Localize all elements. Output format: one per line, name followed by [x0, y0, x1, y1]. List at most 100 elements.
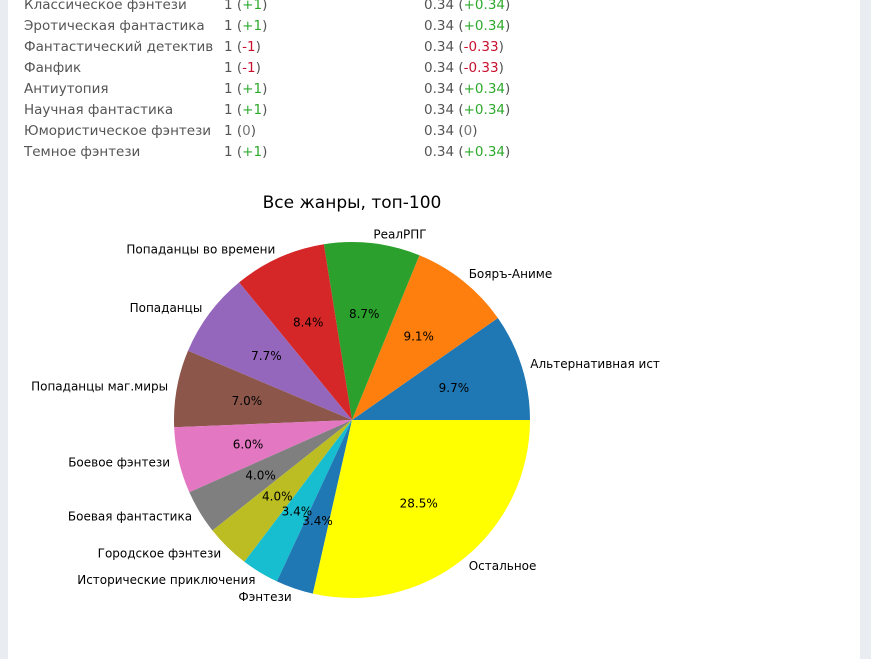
genre-count: 1 (+1) [224, 81, 268, 97]
slice-category-label: Альтернативная ист [530, 357, 660, 371]
slice-category-label: Остальное [469, 559, 537, 573]
pie-slice [352, 318, 530, 420]
count-value: 1 [224, 0, 233, 13]
genre-count: 1 (+1) [224, 102, 268, 118]
share-delta: +0.34 [463, 144, 505, 160]
pie-slice [174, 420, 352, 493]
genre-share: 0.34 (+0.34) [424, 81, 511, 97]
table-row: Научная фантастика 1 (+1) 0.34 (+0.34) [24, 100, 544, 121]
share-value: 0.34 [424, 18, 455, 34]
genre-count: 1 (-1) [224, 39, 261, 55]
slice-percent-label: 4.0% [245, 468, 276, 482]
pie-slice [189, 420, 352, 531]
pie-labels: 9.7% Альтернативная ист 9.1% Бояръ-Аниме 8.7… [31, 227, 660, 604]
table-row: Юмористическое фэнтези 1 (0) 0.34 (0) [24, 121, 544, 142]
share-value: 0.34 [424, 0, 455, 13]
count-delta: +1 [242, 144, 263, 160]
genre-name: Классическое фэнтези [24, 0, 187, 13]
slice-percent-label: 4.0% [262, 489, 293, 503]
genre-name: Научная фантастика [24, 102, 174, 118]
share-value: 0.34 [424, 81, 455, 97]
share-value: 0.34 [424, 60, 455, 76]
count-value: 1 [224, 60, 233, 76]
pie-slice [239, 244, 352, 420]
genre-share: 0.34 (+0.34) [424, 0, 510, 16]
count-delta: +1 [242, 0, 263, 13]
genre-share: 0.34 (+0.34) [424, 102, 511, 118]
genre-share: 0.34 (+0.34) [424, 144, 511, 160]
share-value: 0.34 [424, 144, 455, 160]
count-value: 1 [224, 39, 233, 55]
count-delta: -1 [242, 39, 256, 55]
table-row: Эротическая фантастика 1 (+1) 0.34 (+0.34) [24, 16, 544, 37]
slice-percent-label: 9.7% [439, 381, 470, 395]
genre-name: Фантастический детектив [24, 39, 214, 55]
genre-name: Антиутопия [24, 81, 109, 97]
share-delta: +0.34 [463, 0, 505, 13]
slice-category-label: Боевая фантастика [68, 510, 192, 524]
count-delta: -1 [242, 60, 256, 76]
genre-count: 1 (+1) [224, 144, 268, 160]
slice-percent-label: 7.0% [232, 394, 263, 408]
chart-title: Все жанры, топ-100 [263, 193, 442, 213]
slice-category-label: Исторические приключения [77, 573, 255, 587]
slice-percent-label: 9.1% [403, 330, 434, 344]
genre-name: Юмористическое фэнтези [24, 123, 212, 139]
slice-percent-label: 8.7% [349, 307, 380, 321]
table-row: Классическое фэнтези 1 (+1) 0.34 (+0.34) [24, 0, 544, 16]
pie-slice [174, 350, 352, 428]
genre-count: 1 (+1) [224, 0, 267, 16]
slice-category-label: РеалРПГ [373, 227, 426, 241]
genre-pie-chart: Все жанры, топ-100 9.7% Альтернативная ис… [0, 180, 871, 659]
count-value: 1 [224, 123, 233, 139]
genre-share: 0.34 (-0.33) [424, 39, 504, 55]
share-value: 0.34 [424, 102, 455, 118]
genre-name: Фанфик [24, 60, 82, 76]
count-value: 1 [224, 81, 233, 97]
pie-slice [312, 420, 530, 598]
slice-category-label: Попаданцы во времени [126, 243, 275, 257]
genre-stats-table: Классическое фэнтези 1 (+1) 0.34 (+0.34) Эр… [24, 0, 544, 163]
genre-name: Эротическая фантастика [24, 18, 205, 34]
pie-slice [244, 420, 352, 582]
share-delta: +0.34 [463, 18, 505, 34]
pie-slice [352, 255, 498, 420]
slice-percent-label: 7.7% [251, 349, 282, 363]
genre-count: 1 (0) [224, 123, 257, 139]
count-value: 1 [224, 18, 233, 34]
genre-name: Темное фэнтези [24, 144, 141, 160]
count-value: 1 [224, 144, 233, 160]
slice-percent-label: 28.5% [400, 496, 438, 510]
count-delta: 0 [242, 123, 251, 139]
genre-share: 0.34 (-0.33) [424, 60, 504, 76]
count-delta: +1 [242, 102, 263, 118]
count-delta: +1 [242, 81, 263, 97]
table-row: Антиутопия 1 (+1) 0.34 (+0.34) [24, 79, 544, 100]
slice-category-label: Попаданцы [130, 301, 203, 315]
genre-count: 1 (-1) [224, 60, 261, 76]
slice-percent-label: 6.0% [233, 437, 264, 451]
share-delta: +0.34 [463, 81, 505, 97]
pie-slice [276, 420, 352, 594]
slice-category-label: Бояръ-Аниме [469, 267, 553, 281]
share-delta: +0.34 [463, 102, 505, 118]
genre-count: 1 (+1) [224, 18, 268, 34]
pie-slice [323, 242, 420, 420]
genre-share: 0.34 (0) [424, 123, 478, 139]
share-value: 0.34 [424, 123, 455, 139]
share-delta: 0 [463, 123, 473, 139]
table-row: Фантастический детектив 1 (-1) 0.34 (-0.33… [24, 37, 544, 58]
pie-slice [212, 420, 352, 562]
table-row: Темное фэнтези 1 (+1) 0.34 (+0.34) [24, 142, 544, 163]
pie-slices [174, 242, 530, 598]
slice-percent-label: 3.4% [282, 505, 313, 519]
share-delta: -0.33 [463, 60, 499, 76]
slice-category-label: Попаданцы маг.миры [31, 380, 168, 394]
slice-percent-label: 3.4% [302, 514, 333, 528]
table-row: Фанфик 1 (-1) 0.34 (-0.33) [24, 58, 544, 79]
count-value: 1 [224, 102, 233, 118]
slice-category-label: Боевое фэнтези [68, 456, 170, 470]
slice-percent-label: 8.4% [293, 316, 324, 330]
slice-category-label: Городское фэнтези [98, 547, 222, 561]
share-delta: -0.33 [463, 39, 499, 55]
